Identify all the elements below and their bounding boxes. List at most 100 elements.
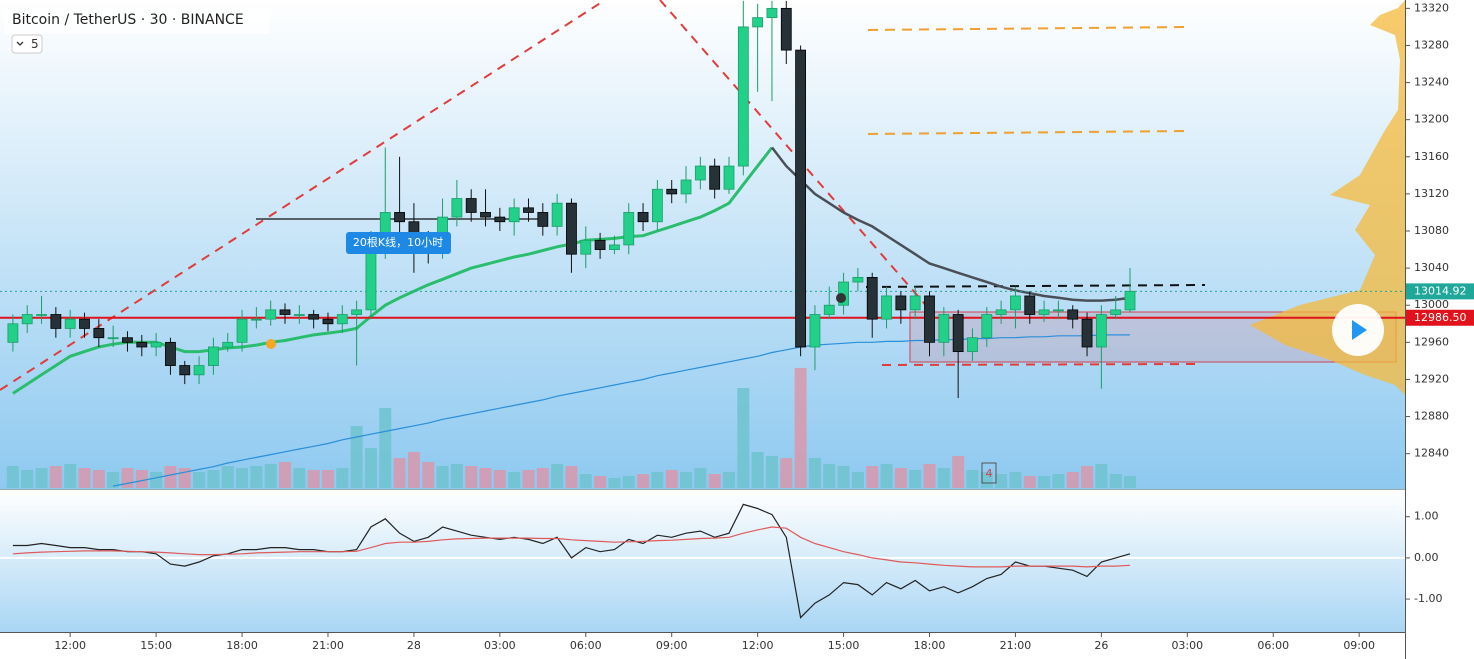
candle-body — [336, 314, 348, 325]
volume-bar — [236, 468, 249, 488]
volume-bar — [551, 464, 564, 488]
marker-box — [981, 462, 997, 484]
volume-bar — [407, 452, 420, 488]
price-pane — [0, 0, 1405, 489]
volume-bar — [264, 464, 277, 488]
y-tick-label: 0.00 — [1414, 551, 1439, 564]
volume-bar — [1066, 472, 1079, 488]
candle-body — [737, 26, 749, 167]
x-tick-label: 15:00 — [140, 639, 172, 652]
candle-body — [780, 7, 792, 51]
volume-bar — [1095, 464, 1108, 488]
candle-body — [580, 239, 592, 255]
candle-body — [1053, 309, 1064, 312]
indicator-toggle[interactable] — [11, 34, 43, 54]
marker-label: 4 — [986, 467, 993, 480]
volume-bar — [880, 464, 893, 488]
volume-bar — [722, 472, 735, 488]
price-label-bg — [1406, 283, 1474, 300]
volume-bar — [780, 458, 793, 488]
volume-bar — [250, 466, 263, 488]
volume-bar — [694, 468, 707, 488]
volume-bar — [379, 408, 392, 488]
y-tick-label: 12960 — [1414, 335, 1449, 348]
volume-bar — [350, 426, 363, 488]
y-tick-label: 1.00 — [1414, 510, 1439, 523]
candle-body — [122, 337, 133, 343]
candle-body — [795, 49, 807, 348]
volume-bar — [522, 470, 535, 488]
time-axis — [0, 632, 1405, 659]
volume-bar — [221, 466, 234, 488]
candle-body — [967, 337, 978, 353]
volume-bar — [608, 478, 621, 488]
volume-bar — [937, 468, 950, 488]
volume-bar — [307, 470, 320, 488]
volume-bar — [837, 466, 850, 488]
volume-bar — [422, 462, 435, 488]
x-tick-label: 21:00 — [1000, 639, 1032, 652]
level-line — [881, 363, 1201, 366]
level-line — [865, 284, 1206, 288]
volume-bar — [64, 464, 77, 488]
volume-bar — [980, 472, 993, 488]
candle-body — [866, 276, 878, 320]
volume-bar — [465, 466, 478, 488]
candle-body — [1081, 318, 1093, 348]
x-tick-label: 06:00 — [570, 639, 602, 652]
candle-body — [594, 239, 606, 250]
price-axis — [1405, 0, 1474, 659]
y-tick-label: 12880 — [1414, 410, 1449, 423]
candle-body — [508, 207, 520, 223]
level-line — [867, 26, 1189, 31]
oscillator-pane — [0, 491, 1405, 632]
candle-body — [523, 207, 534, 213]
candle-body — [1110, 309, 1122, 315]
volume-bar — [193, 472, 206, 488]
volume-bar — [364, 448, 377, 488]
x-tick-label: 18:00 — [914, 639, 946, 652]
candle-body — [995, 309, 1007, 315]
volume-bar — [1009, 472, 1022, 488]
volume-bar — [565, 466, 578, 488]
candle-body — [293, 314, 305, 316]
volume-bar — [1038, 476, 1051, 488]
candle-body — [1010, 295, 1021, 311]
volume-bar — [164, 466, 177, 488]
volume-bar — [909, 470, 922, 488]
volume-bar — [321, 470, 334, 488]
volume-bar — [894, 468, 907, 488]
candle-body — [193, 365, 205, 376]
candle-body — [494, 216, 506, 223]
candle-body — [651, 188, 663, 223]
annotation-box — [346, 232, 451, 254]
candle-body — [537, 212, 549, 227]
volume-bar — [1109, 474, 1122, 488]
volume-bar — [966, 470, 979, 488]
volume-bar — [536, 468, 549, 488]
volume-bar — [1052, 474, 1065, 488]
volume-bar — [78, 468, 91, 488]
candle-body — [50, 314, 62, 329]
volume-bar — [293, 468, 306, 488]
price-label: 12986.50 — [1414, 311, 1467, 324]
volume-bar — [279, 462, 292, 488]
candle-body — [107, 337, 119, 340]
trend-line — [659, 0, 931, 311]
candle-body — [566, 202, 577, 255]
candle-body — [666, 188, 678, 195]
x-tick-label: 12:00 — [54, 639, 86, 652]
price-label-bg — [1406, 309, 1474, 326]
level-line — [867, 130, 1189, 135]
candle-body — [1124, 290, 1136, 311]
x-tick-label: 06:00 — [1257, 639, 1289, 652]
chart-title: Bitcoin / TetherUS · 30 · BINANCE — [12, 12, 244, 28]
volume-bar — [336, 468, 349, 488]
volume-bar — [737, 388, 750, 488]
candle-body — [93, 328, 105, 339]
volume-bar — [579, 474, 592, 488]
candle-body — [637, 212, 649, 223]
candle-body — [465, 198, 477, 213]
annotation: 20根K线，10小时 — [353, 235, 443, 249]
candle-body — [766, 7, 778, 19]
